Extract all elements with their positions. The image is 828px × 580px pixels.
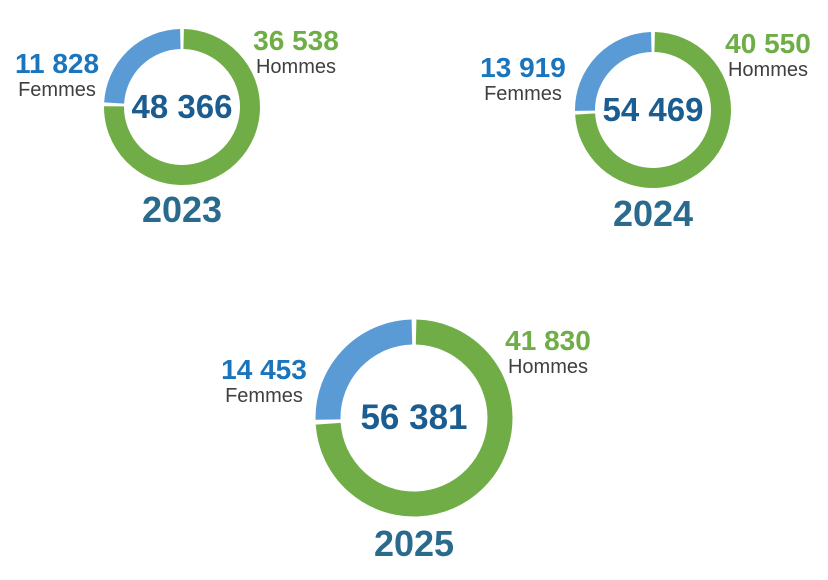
hommes-callout-2024: 40 550 Hommes	[713, 29, 823, 82]
donut-ring-2023	[103, 29, 260, 185]
femmes-value-2025: 14 453	[221, 354, 307, 385]
year-label-2023: 2023	[141, 189, 223, 230]
donut-ring-2024	[574, 32, 731, 188]
total-value-2025: 56 381	[360, 398, 468, 437]
hommes-callout-2023: 36 538 Hommes	[241, 26, 351, 79]
femmes-name-2023: Femmes	[18, 79, 96, 101]
year-label-2024: 2024	[612, 193, 694, 234]
hommes-name-2023: Hommes	[255, 56, 336, 78]
donut-ring-2025	[315, 319, 513, 517]
femmes-callout-2025: 14 453 Femmes	[209, 355, 319, 408]
femmes-name-2025: Femmes	[225, 385, 303, 407]
hommes-value-2023: 36 538	[253, 25, 339, 56]
hommes-value-2025: 41 830	[505, 325, 591, 356]
femmes-name-2024: Femmes	[484, 83, 562, 105]
hommes-value-2024: 40 550	[725, 28, 811, 59]
hommes-name-2025: Hommes	[507, 356, 588, 378]
hommes-name-2024: Hommes	[727, 59, 808, 81]
total-value-2024: 54 469	[602, 91, 704, 128]
year-label-2025: 2025	[373, 523, 455, 564]
femmes-callout-2024: 13 919 Femmes	[468, 53, 578, 106]
femmes-value-2024: 13 919	[480, 52, 566, 83]
hommes-callout-2025: 41 830 Hommes	[493, 326, 603, 379]
femmes-callout-2023: 11 828 Femmes	[2, 49, 112, 102]
femmes-value-2023: 11 828	[14, 48, 100, 79]
total-value-2023: 48 366	[131, 88, 233, 125]
